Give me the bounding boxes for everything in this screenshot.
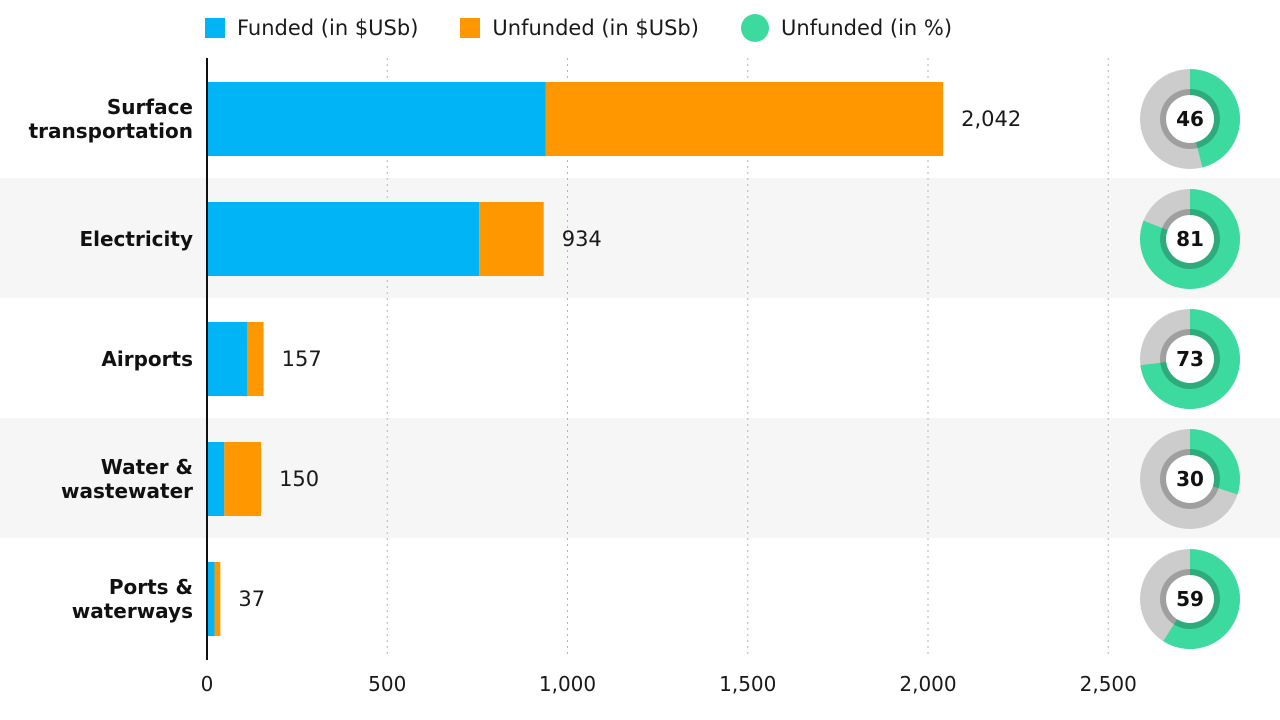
- bar-funded: [207, 442, 225, 516]
- total-label: 150: [279, 467, 319, 491]
- donut-label: 30: [1176, 467, 1204, 491]
- legend-swatch-unfunded-pct: [740, 14, 769, 42]
- legend-item-funded: Funded (in $USb): [205, 16, 418, 40]
- x-tick-label: 1,000: [539, 672, 596, 696]
- category-label: Water &: [101, 455, 193, 479]
- bar-funded: [207, 562, 215, 636]
- category-label: wastewater: [61, 479, 193, 503]
- donut-center: [1166, 335, 1214, 383]
- donut-center: [1166, 455, 1214, 503]
- donut-label: 59: [1176, 587, 1204, 611]
- x-tick-label: 1,500: [719, 672, 776, 696]
- x-tick-label: 2,000: [899, 672, 956, 696]
- bar-funded: [207, 82, 546, 156]
- donut-slice: [1190, 69, 1240, 168]
- donut-center: [1166, 575, 1214, 623]
- legend-swatch-funded: [205, 18, 225, 38]
- category-label: Ports &: [109, 575, 193, 599]
- category-label: Electricity: [79, 227, 193, 251]
- bar-funded: [207, 202, 480, 276]
- bar-unfunded: [214, 562, 221, 636]
- bar-unfunded: [247, 322, 264, 396]
- category-label: Surface: [107, 95, 193, 119]
- donut-label: 73: [1176, 347, 1204, 371]
- total-label: 37: [238, 587, 265, 611]
- total-label: 2,042: [961, 107, 1021, 131]
- legend-swatch-unfunded: [460, 18, 481, 38]
- legend-label-funded: Funded (in $USb): [237, 16, 419, 40]
- category-label: transportation: [29, 119, 193, 143]
- donut-center: [1166, 215, 1214, 263]
- x-tick-label: 0: [201, 672, 214, 696]
- legend-item-unfunded: Unfunded (in $USb): [460, 16, 699, 40]
- legend: Funded (in $USb) Unfunded (in $USb) Unfu…: [205, 14, 994, 42]
- category-label: Airports: [101, 347, 193, 371]
- x-tick-label: 500: [368, 672, 406, 696]
- legend-label-unfunded: Unfunded (in $USb): [492, 16, 699, 40]
- legend-item-unfunded-pct: Unfunded (in %): [740, 14, 953, 42]
- bar-funded: [207, 322, 248, 396]
- legend-label-unfunded-pct: Unfunded (in %): [780, 16, 953, 40]
- bar-unfunded: [224, 442, 262, 516]
- donut-center: [1166, 95, 1214, 143]
- total-label: 157: [282, 347, 322, 371]
- donut-label: 46: [1176, 107, 1204, 131]
- x-tick-label: 2,500: [1080, 672, 1137, 696]
- donut-label: 81: [1176, 227, 1204, 251]
- category-label: waterways: [72, 599, 193, 623]
- bar-unfunded: [479, 202, 544, 276]
- total-label: 934: [562, 227, 602, 251]
- bar-unfunded: [545, 82, 944, 156]
